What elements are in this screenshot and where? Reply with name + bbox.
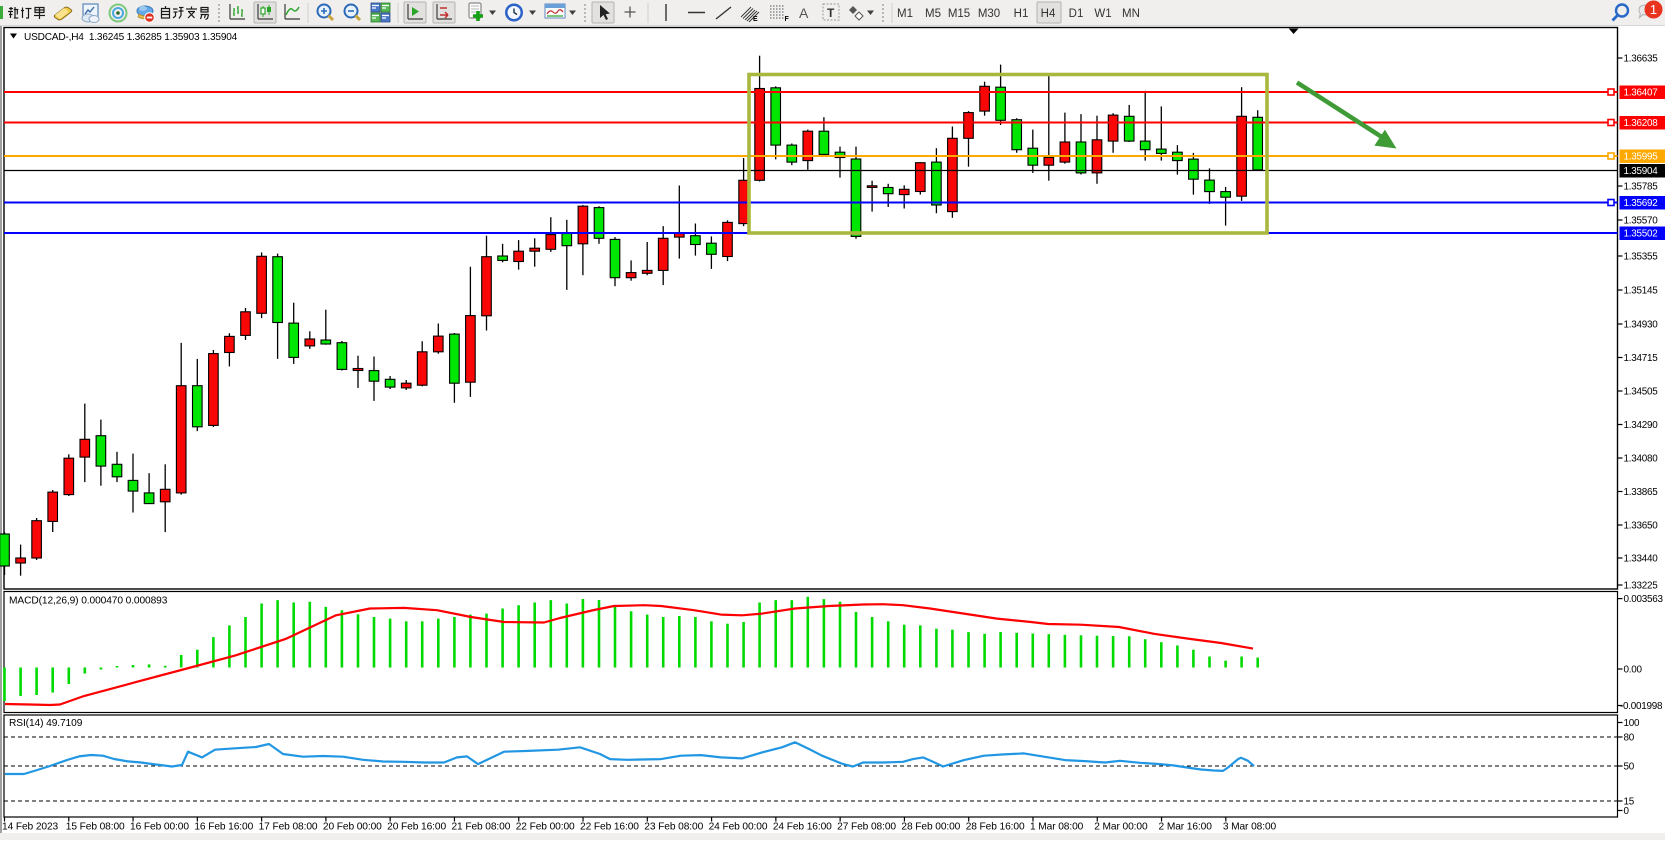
svg-text:16 Feb 00:00: 16 Feb 00:00: [130, 822, 189, 833]
svg-text:80: 80: [1624, 733, 1635, 744]
svg-text:0: 0: [1624, 806, 1630, 817]
svg-text:0.00: 0.00: [1624, 665, 1643, 676]
svg-text:3 Mar 08:00: 3 Mar 08:00: [1223, 822, 1277, 833]
svg-text:1.35145: 1.35145: [1624, 286, 1659, 297]
svg-text:1.35904: 1.35904: [1624, 166, 1659, 177]
svg-text:M15: M15: [948, 8, 970, 20]
svg-text:1.34715: 1.34715: [1624, 353, 1659, 364]
svg-text:1.33440: 1.33440: [1624, 554, 1659, 565]
svg-text:22 Feb 16:00: 22 Feb 16:00: [580, 822, 639, 833]
svg-text:MACD(12,26,9) 0.000470 0.00089: MACD(12,26,9) 0.000470 0.000893: [9, 596, 168, 607]
svg-text:24 Feb 16:00: 24 Feb 16:00: [773, 822, 832, 833]
svg-text:24 Feb 00:00: 24 Feb 00:00: [709, 822, 768, 833]
svg-text:2 Mar 00:00: 2 Mar 00:00: [1094, 822, 1148, 833]
svg-text:W1: W1: [1094, 8, 1111, 20]
svg-text:1.34505: 1.34505: [1624, 387, 1659, 398]
svg-text:1.35692: 1.35692: [1624, 198, 1658, 209]
svg-text:20 Feb 16:00: 20 Feb 16:00: [387, 822, 446, 833]
svg-text:28 Feb 00:00: 28 Feb 00:00: [901, 822, 960, 833]
svg-text:T: T: [827, 6, 835, 20]
svg-text:-0.001998: -0.001998: [1620, 701, 1663, 712]
svg-text:A: A: [799, 5, 809, 21]
svg-text:M5: M5: [925, 8, 941, 20]
svg-text:H1: H1: [1014, 8, 1029, 20]
svg-text:17 Feb 08:00: 17 Feb 08:00: [259, 822, 318, 833]
svg-text:USDCAD-,H4 1.36245 1.36285 1.: USDCAD-,H4 1.36245 1.36285 1.35903 1.359…: [24, 32, 238, 43]
svg-text:1.33650: 1.33650: [1624, 521, 1659, 532]
svg-text:1 Mar 08:00: 1 Mar 08:00: [1030, 822, 1084, 833]
svg-text:1.34290: 1.34290: [1624, 420, 1659, 431]
svg-text:1.33865: 1.33865: [1624, 487, 1659, 498]
svg-text:MN: MN: [1122, 8, 1140, 20]
svg-text:22 Feb 00:00: 22 Feb 00:00: [516, 822, 575, 833]
svg-text:1: 1: [1650, 2, 1657, 17]
svg-text:21 Feb 08:00: 21 Feb 08:00: [451, 822, 510, 833]
svg-text:2 Mar 16:00: 2 Mar 16:00: [1159, 822, 1213, 833]
svg-text:F: F: [785, 16, 790, 23]
svg-text:50: 50: [1624, 762, 1635, 773]
svg-text:1.35785: 1.35785: [1624, 182, 1659, 193]
svg-text:1.35570: 1.35570: [1624, 216, 1659, 227]
svg-text:1.36635: 1.36635: [1624, 54, 1659, 65]
svg-text:1.36208: 1.36208: [1624, 118, 1659, 129]
svg-text:1.34930: 1.34930: [1624, 320, 1659, 331]
svg-text:RSI(14) 49.7109: RSI(14) 49.7109: [9, 718, 83, 729]
svg-text:M30: M30: [978, 8, 1000, 20]
svg-text:14 Feb 2023: 14 Feb 2023: [2, 822, 59, 833]
svg-text:1.35355: 1.35355: [1624, 252, 1659, 263]
svg-text:0.003563: 0.003563: [1624, 594, 1664, 605]
svg-text:1.33225: 1.33225: [1624, 581, 1659, 592]
svg-text:28 Feb 16:00: 28 Feb 16:00: [966, 822, 1025, 833]
svg-text:23 Feb 08:00: 23 Feb 08:00: [644, 822, 703, 833]
svg-text:1.35502: 1.35502: [1624, 229, 1658, 240]
svg-text:1.36407: 1.36407: [1624, 88, 1658, 99]
svg-text:100: 100: [1624, 718, 1640, 729]
svg-text:D1: D1: [1069, 8, 1084, 20]
svg-text:E: E: [753, 16, 758, 23]
svg-text:1.34080: 1.34080: [1624, 454, 1659, 465]
svg-text:27 Feb 08:00: 27 Feb 08:00: [837, 822, 896, 833]
svg-text:16 Feb 16:00: 16 Feb 16:00: [194, 822, 253, 833]
svg-text:20 Feb 00:00: 20 Feb 00:00: [323, 822, 382, 833]
svg-text:1.35995: 1.35995: [1624, 152, 1659, 163]
svg-text:H4: H4: [1041, 8, 1056, 20]
svg-text:M1: M1: [897, 8, 913, 20]
svg-text:15 Feb 08:00: 15 Feb 08:00: [66, 822, 125, 833]
